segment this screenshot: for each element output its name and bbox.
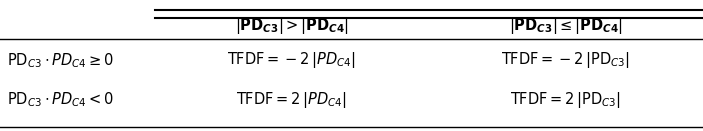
Text: $|\mathbf{PD}_{\boldsymbol{C3}}| \leq |\mathbf{PD}_{\boldsymbol{C4}}|$: $|\mathbf{PD}_{\boldsymbol{C3}}| \leq |\… [509,16,623,36]
Text: $\mathrm{PD}_{C3} \cdot \mathit{PD}_{C4} \geq 0$: $\mathrm{PD}_{C3} \cdot \mathit{PD}_{C4}… [7,51,115,70]
Text: $\mathrm{TFDF} = -2\,|\mathit{PD}_{C4}|$: $\mathrm{TFDF} = -2\,|\mathit{PD}_{C4}|$ [227,50,356,70]
Text: $\mathrm{TFDF} = -2\,|\mathrm{PD}_{C3}|$: $\mathrm{TFDF} = -2\,|\mathrm{PD}_{C3}|$ [501,50,631,70]
Text: $\mathrm{TFDF} = 2\,|\mathit{PD}_{C4}|$: $\mathrm{TFDF} = 2\,|\mathit{PD}_{C4}|$ [236,90,347,110]
Text: $\mathrm{TFDF} = 2\,|\mathrm{PD}_{C3}|$: $\mathrm{TFDF} = 2\,|\mathrm{PD}_{C3}|$ [510,90,621,110]
Text: $|\mathbf{PD}_{\boldsymbol{C3}}| > |\mathbf{PD}_{\boldsymbol{C4}}|$: $|\mathbf{PD}_{\boldsymbol{C3}}| > |\mat… [235,16,349,36]
Text: $\mathrm{PD}_{C3} \cdot \mathit{PD}_{C4} < 0$: $\mathrm{PD}_{C3} \cdot \mathit{PD}_{C4}… [7,90,115,109]
